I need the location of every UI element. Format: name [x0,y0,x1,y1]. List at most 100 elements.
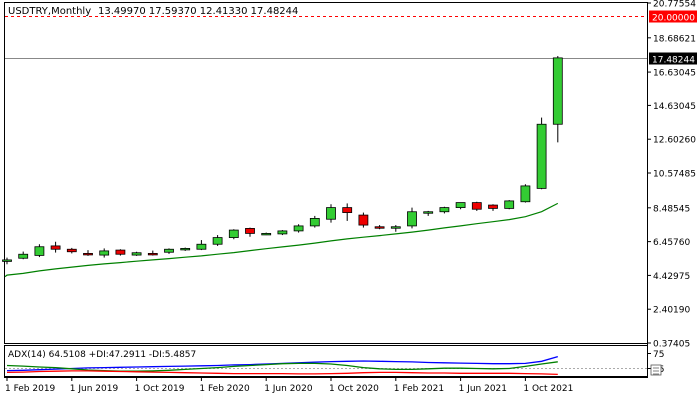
candle [423,210,434,216]
candle-body [423,211,434,214]
price-tick-label: 2.40190 [653,306,690,316]
candle [552,56,563,143]
candle-body [552,57,563,125]
candle [2,257,12,265]
candle-body [520,185,531,203]
price-tick-label: 14.63045 [653,102,696,112]
candle-body [455,202,466,208]
candle [390,225,401,232]
candle [374,225,385,230]
candle [277,230,288,236]
price-level-label: 17.48244 [652,56,695,66]
candle-body [536,123,547,189]
ohlc-header: 13.49970 17.59370 12.41330 17.48244 [98,6,298,17]
candle [196,240,207,251]
candle-body [245,228,255,234]
price-level-label: 20.00000 [652,14,695,24]
time-tick-label: 1 Feb 2019 [5,384,56,394]
candle [228,229,239,240]
symbol-header: USDTRY,Monthly [8,6,91,17]
moving-average-layer [4,202,559,278]
candle [536,117,547,190]
candle [471,201,482,211]
time-tick-label: 1 Jun 2021 [459,384,507,394]
price-tick-label: 20.77554 [653,0,696,10]
candle-body [488,204,498,209]
candle [212,235,223,246]
candle-body [34,246,45,256]
minus-di-line [6,370,558,376]
scale-toggle-icon[interactable] [650,364,662,376]
candle-body [83,253,93,256]
candle-body [212,237,223,245]
candle-body [439,207,450,213]
price-levels-layer: 20.00000 17.48244 [5,10,697,66]
time-tick-label: 1 Jun 2020 [264,384,313,394]
candle [99,248,110,258]
candle [83,250,93,256]
price-tick-label: 0.37405 [653,340,690,350]
candle [309,215,320,228]
indicator-tick-label: 75 [653,350,664,360]
candle-body [358,214,369,226]
candle-body [147,253,158,256]
candle [293,224,304,233]
candle [504,200,515,210]
candle-body [293,225,304,232]
candle-body [407,211,417,227]
candle [18,251,29,260]
time-axis-ticks: 1 Feb 2019 1 Jun 2019 1 Oct 2019 1 Feb 2020… [5,377,573,394]
candle [164,248,174,254]
indicator-header: ADX(14) 64.5108 +DI:47.2911 -DI:5.4857 [8,350,196,360]
time-tick-label: 1 Feb 2021 [394,384,444,394]
candle-body [2,259,12,262]
candle [131,251,142,256]
candle [326,204,336,223]
candle-body [390,226,401,229]
candle [342,203,353,221]
candle [439,206,450,214]
candle-body [342,207,353,213]
candle-body [99,250,110,256]
adx-indicator-layer: 7525 [5,350,664,376]
candles-layer [2,56,563,265]
candle [147,250,158,256]
time-tick-label: 1 Feb 2020 [199,384,250,394]
price-level-label-bg [649,52,697,65]
candle [66,247,77,254]
candle-body [196,243,207,250]
candle-body [164,248,174,253]
moving-average-line [4,202,559,278]
price-axis-ticks: 20.77554 18.68621 16.63045 14.63045 12.60260… [647,0,696,350]
plus-di-line [6,361,558,372]
time-tick-label: 1 Jun 2019 [70,384,119,394]
candle [180,247,191,251]
price-tick-label: 16.63045 [653,69,696,79]
price-tick-label: 4.42975 [653,272,690,282]
candle-body [50,245,61,250]
candle [115,249,126,256]
candle [245,227,255,237]
candle [407,207,417,229]
candle-body [228,229,239,238]
price-tick-label: 6.45760 [653,238,690,248]
candle-body [180,248,191,251]
candle-body [115,249,126,255]
price-tick-label: 12.60260 [653,136,696,146]
time-tick-label: 1 Oct 2019 [135,384,185,394]
candle-body [504,200,515,209]
price-level-label-bg [649,10,697,23]
candle-body [131,252,142,256]
candle-body [66,248,77,253]
price-tick-label: 10.57485 [653,169,696,179]
candle-body [18,253,29,259]
candle [520,184,531,203]
candle-body [309,218,320,227]
price-tick-label: 18.68621 [653,34,696,44]
candle [50,241,61,253]
candle [455,202,466,210]
candle-body [374,226,385,229]
candle [261,232,272,236]
